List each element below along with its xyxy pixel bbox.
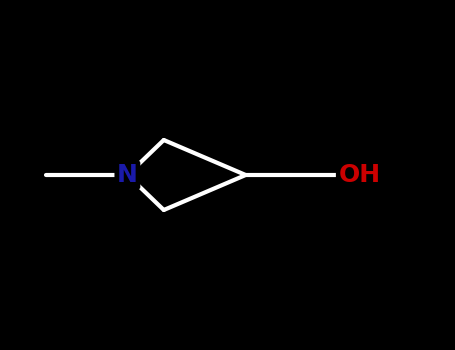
Text: N: N — [117, 163, 138, 187]
Text: OH: OH — [339, 163, 380, 187]
